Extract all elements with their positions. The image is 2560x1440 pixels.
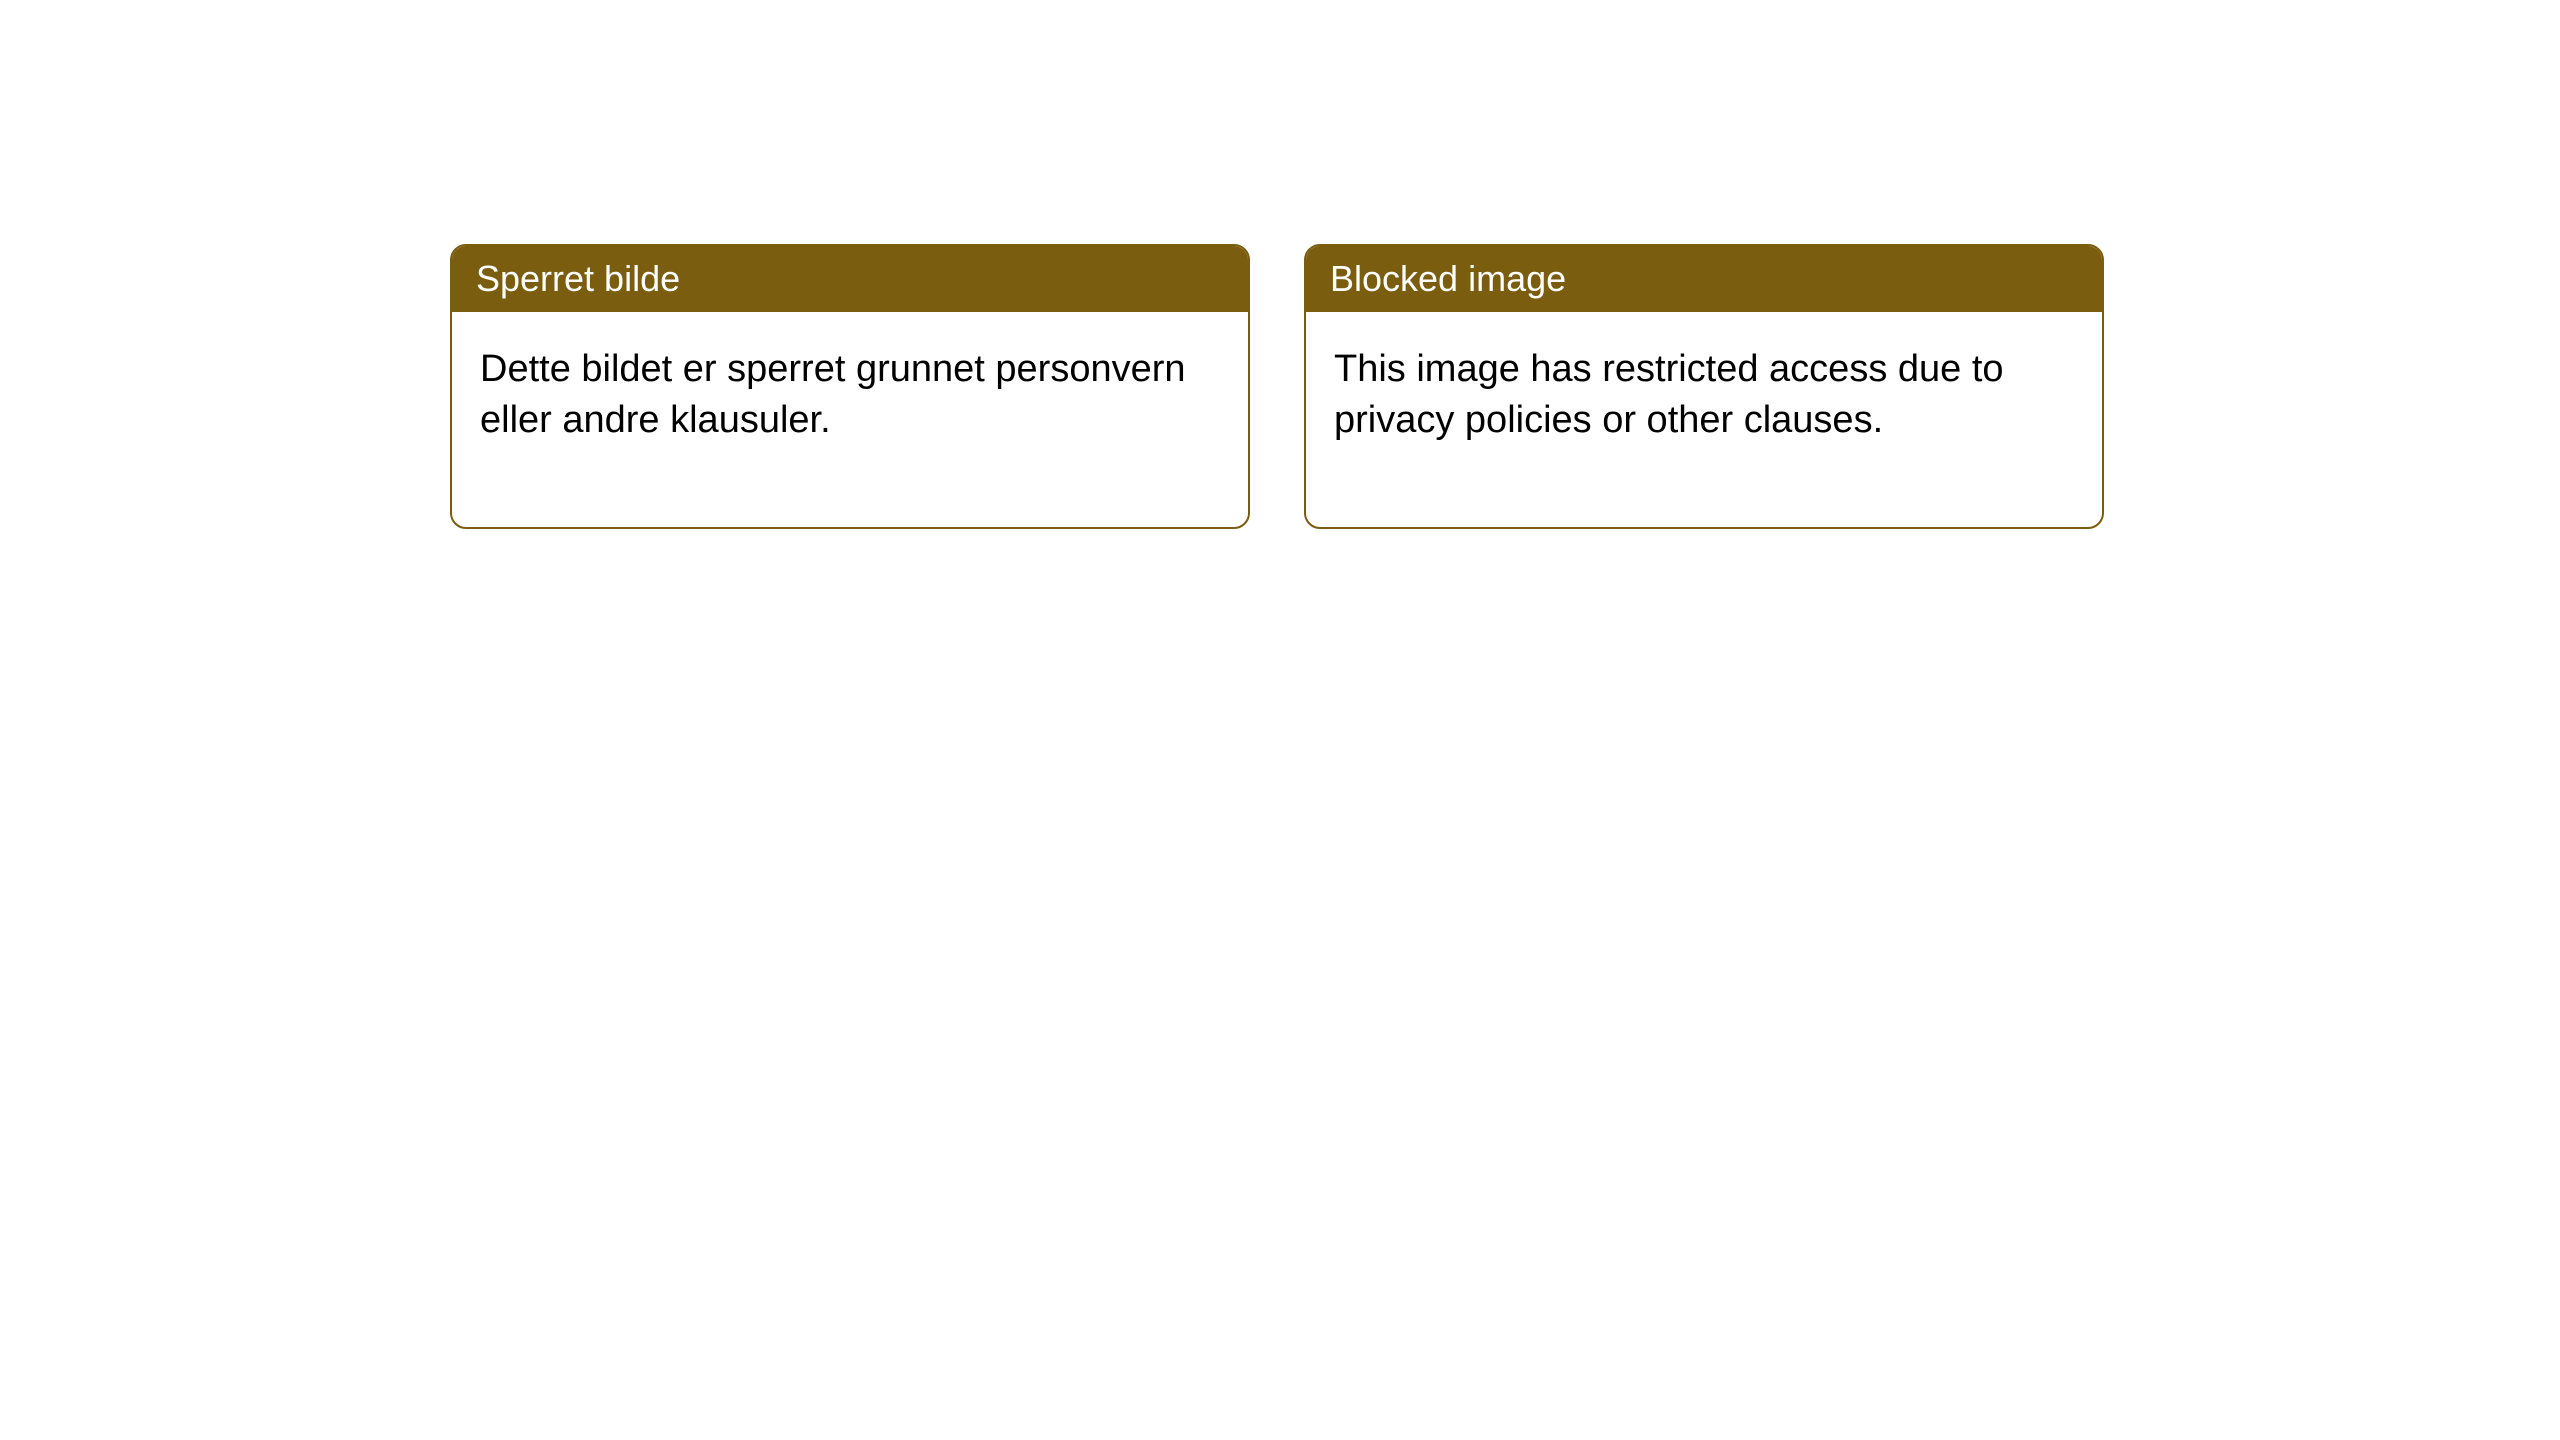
notice-title: Sperret bilde bbox=[476, 258, 680, 299]
notice-body-text: This image has restricted access due to … bbox=[1334, 348, 2004, 441]
notice-card-english: Blocked image This image has restricted … bbox=[1304, 244, 2104, 529]
notice-body-text: Dette bildet er sperret grunnet personve… bbox=[480, 348, 1186, 441]
notice-title: Blocked image bbox=[1330, 258, 1566, 299]
notice-card-header: Sperret bilde bbox=[452, 246, 1248, 312]
notice-card-body: Dette bildet er sperret grunnet personve… bbox=[452, 312, 1248, 527]
notice-card-header: Blocked image bbox=[1306, 246, 2102, 312]
notice-card-body: This image has restricted access due to … bbox=[1306, 312, 2102, 527]
notice-card-norwegian: Sperret bilde Dette bildet er sperret gr… bbox=[450, 244, 1250, 529]
notice-container: Sperret bilde Dette bildet er sperret gr… bbox=[450, 244, 2104, 529]
